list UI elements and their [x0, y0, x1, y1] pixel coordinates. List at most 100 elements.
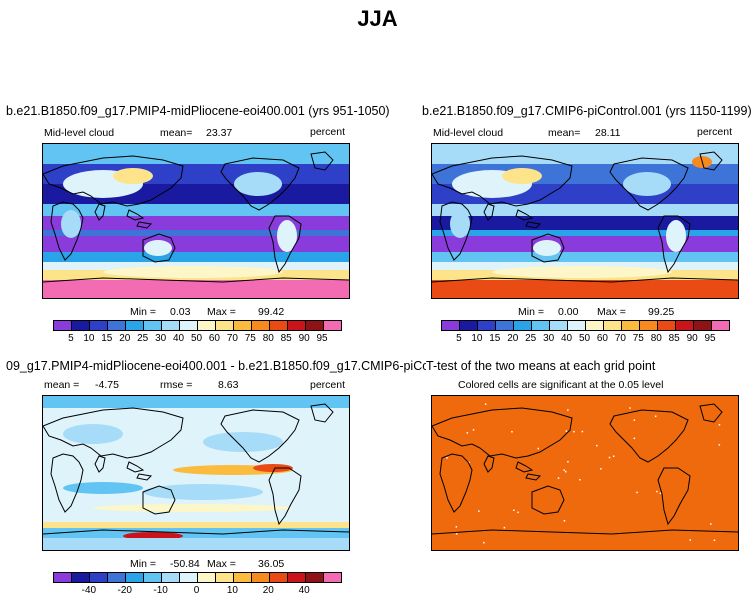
panel-1-max-value: 99.42 [258, 306, 285, 318]
panel-4-map [431, 395, 739, 551]
colorbar-box [126, 321, 144, 330]
colorbar-box [216, 321, 234, 330]
colorbar-box [54, 321, 72, 330]
colorbar-tick-label: -10 [153, 585, 168, 596]
panel-1-max-label: Max = [207, 306, 236, 318]
colorbar-box [694, 321, 712, 330]
colorbar-box [288, 321, 306, 330]
colorbar-box [712, 321, 729, 330]
panel-2-colorbar [441, 320, 730, 331]
panel-3-max-value: 36.05 [258, 558, 285, 570]
colorbar-box [676, 321, 694, 330]
colorbar-box [514, 321, 532, 330]
colorbar-box [72, 321, 90, 330]
panel-4-note: Colored cells are significant at the 0.0… [458, 379, 664, 391]
colorbar-box [622, 321, 640, 330]
panel-1-colorbar [53, 320, 342, 331]
panel-3-max-label: Max = [207, 558, 236, 570]
colorbar-box [586, 321, 604, 330]
colorbar-tick-label: 60 [596, 333, 608, 344]
colorbar-box [198, 573, 216, 582]
panel-2-min-label: Min = [518, 306, 544, 318]
colorbar-box [532, 321, 550, 330]
colorbar-box [306, 321, 324, 330]
colorbar-box [234, 321, 252, 330]
colorbar-box [198, 321, 216, 330]
panel-1-min-label: Min = [130, 306, 156, 318]
colorbar-tick-label: 10 [471, 333, 483, 344]
panel-1-map [42, 143, 350, 299]
colorbar-box [54, 573, 72, 582]
panel-3-colorbar [53, 572, 342, 583]
colorbar-box [144, 573, 162, 582]
panel-2-min-value: 0.00 [558, 306, 579, 318]
colorbar-box [216, 573, 234, 582]
colorbar-box [162, 573, 180, 582]
colorbar-tick-label: 5 [68, 333, 74, 344]
colorbar-box [640, 321, 658, 330]
colorbar-box [604, 321, 622, 330]
colorbar-tick-label: 75 [632, 333, 644, 344]
colorbar-box [126, 573, 144, 582]
panel-3-title: 09_g17.PMIP4-midPliocene-eoi400.001 - b.… [6, 359, 426, 373]
colorbar-box [658, 321, 676, 330]
colorbar-tick-label: 15 [101, 333, 113, 344]
panel-3-rmse-value: 8.63 [218, 379, 239, 391]
panel-2-max-label: Max = [597, 306, 626, 318]
colorbar-tick-label: 85 [668, 333, 680, 344]
colorbar-box [144, 321, 162, 330]
panel-3-min-label: Min = [130, 558, 156, 570]
panel-2-mean-label: mean= [548, 127, 581, 139]
colorbar-tick-label: 85 [280, 333, 292, 344]
colorbar-tick-label: 80 [262, 333, 274, 344]
figure-title: JJA [357, 6, 398, 31]
panel-3-units: percent [310, 379, 346, 391]
colorbar-tick-label: 50 [190, 333, 203, 344]
colorbar-box [234, 573, 252, 582]
colorbar-tick-label: 90 [298, 333, 310, 344]
colorbar-tick-label: 15 [489, 333, 501, 344]
colorbar-tick-label: -40 [81, 585, 97, 596]
colorbar-tick-label: 90 [686, 333, 698, 344]
panel-3-rmse-label: rmse = [160, 379, 193, 391]
colorbar-tick-label: 25 [137, 333, 149, 344]
colorbar-box [442, 321, 460, 330]
colorbar-tick-label: 10 [226, 585, 238, 596]
panel-3-min-value: -50.84 [170, 558, 200, 570]
panel-2-map [431, 143, 739, 299]
colorbar-tick-label: 10 [83, 333, 95, 344]
panel-2-title: b.e21.B1850.f09_g17.CMIP6-piControl.001 … [422, 104, 752, 118]
panel-3-map [42, 395, 350, 551]
colorbar-box [252, 321, 270, 330]
colorbar-box [72, 573, 90, 582]
colorbar-tick-label: 80 [650, 333, 662, 344]
colorbar-box [180, 573, 198, 582]
colorbar-box [270, 573, 288, 582]
panel-3-mean-label: mean = [44, 379, 80, 391]
colorbar-box [460, 321, 478, 330]
colorbar-tick-label: 60 [208, 333, 220, 344]
colorbar-tick-label: 40 [561, 333, 573, 344]
colorbar-box [90, 321, 108, 330]
colorbar-box [108, 573, 126, 582]
panel-4-title: T-test of the two means at each grid poi… [426, 359, 656, 373]
colorbar-box [568, 321, 586, 330]
colorbar-tick-label: 25 [525, 333, 537, 344]
colorbar-box [306, 573, 324, 582]
colorbar-tick-label: 30 [543, 333, 555, 344]
colorbar-box [270, 321, 288, 330]
colorbar-box [108, 321, 126, 330]
colorbar-tick-label: 50 [578, 333, 591, 344]
colorbar-tick-label: -20 [117, 585, 132, 596]
panel-1-variable: Mid-level cloud [44, 127, 115, 139]
colorbar-tick-label: 0 [193, 585, 200, 596]
colorbar-tick-label: 30 [155, 333, 167, 344]
colorbar-box [496, 321, 514, 330]
colorbar-box [288, 573, 306, 582]
panel-2-variable: Mid-level cloud [433, 127, 504, 139]
colorbar-tick-label: 70 [614, 333, 626, 344]
colorbar-box [90, 573, 108, 582]
colorbar-box [478, 321, 496, 330]
colorbar-tick-label: 20 [507, 333, 519, 344]
panel-2-mean-value: 28.11 [595, 127, 621, 139]
